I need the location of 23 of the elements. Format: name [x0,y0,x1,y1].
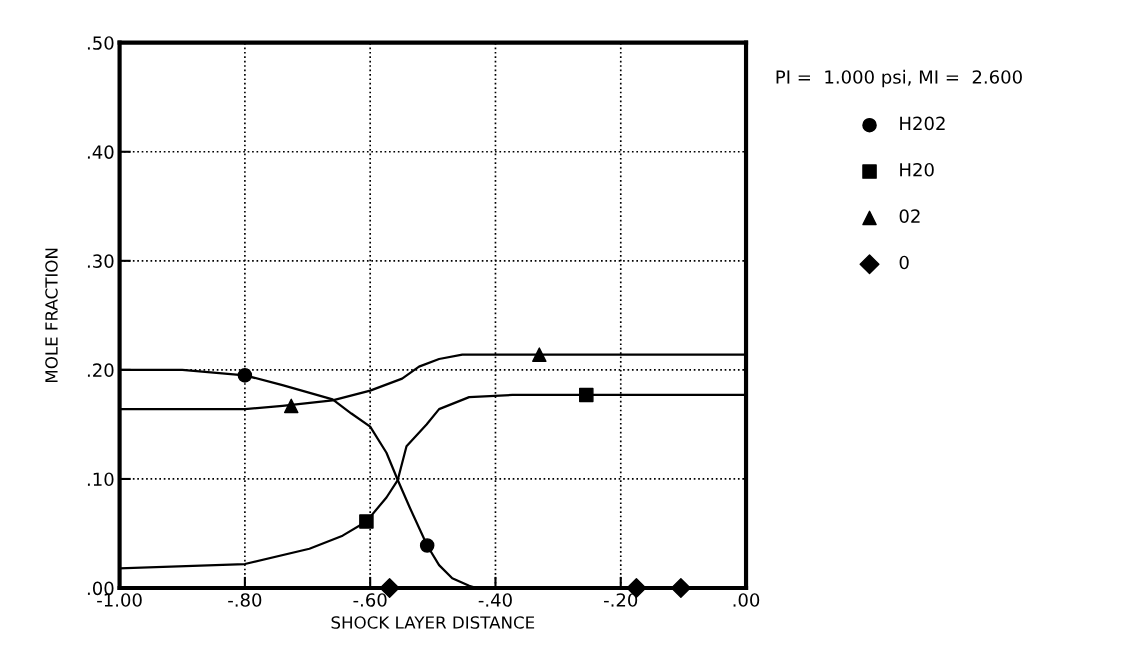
point [419,538,435,553]
x-tick-label: -.80 [228,593,262,607]
x-tick-label: .00 [733,593,760,607]
legend-label: 0 [899,255,909,270]
x-tick-label: -.60 [353,593,387,607]
x-axis-title: SHOCK LAYER DISTANCE [331,616,535,629]
y-tick-label: .50 [87,36,114,50]
legend-label: H202 [900,116,945,131]
point [359,514,374,529]
legend-title: PI = 1.000 psi, MI = 2.600 [776,69,1022,88]
legend-label: H20 [900,162,934,177]
y-tick-label: .20 [87,363,114,378]
point [283,398,299,414]
point [532,347,547,362]
legend-label: 02 [899,209,920,223]
y-axis-title: MOLE FRACTION [45,248,58,382]
y-tick-label: .40 [87,145,114,159]
point [579,387,594,403]
point [237,368,253,383]
point [670,578,691,599]
x-tick-label: -.40 [478,593,512,607]
y-tick-label: .30 [87,254,114,268]
y-tick-label: .10 [87,472,114,487]
